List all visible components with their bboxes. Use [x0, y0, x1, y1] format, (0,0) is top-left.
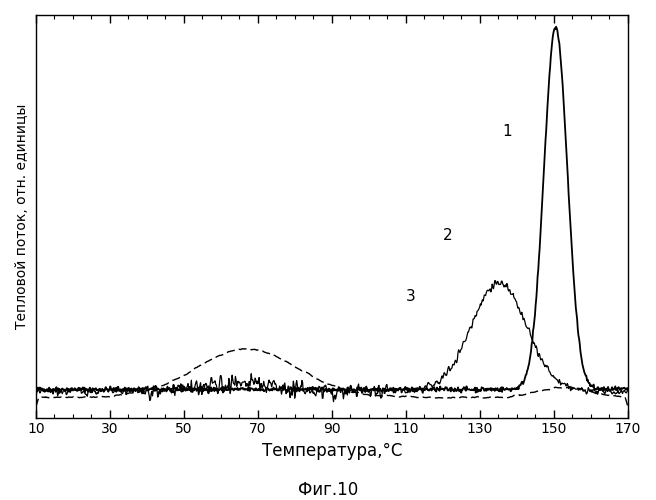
Y-axis label: Тепловой поток, отн. единицы: Тепловой поток, отн. единицы: [15, 104, 29, 329]
Text: 2: 2: [443, 228, 453, 244]
Text: Фиг.10: Фиг.10: [298, 481, 358, 499]
Text: 3: 3: [406, 289, 416, 304]
Text: 1: 1: [502, 124, 512, 139]
X-axis label: Температура,°C: Температура,°C: [262, 442, 402, 460]
